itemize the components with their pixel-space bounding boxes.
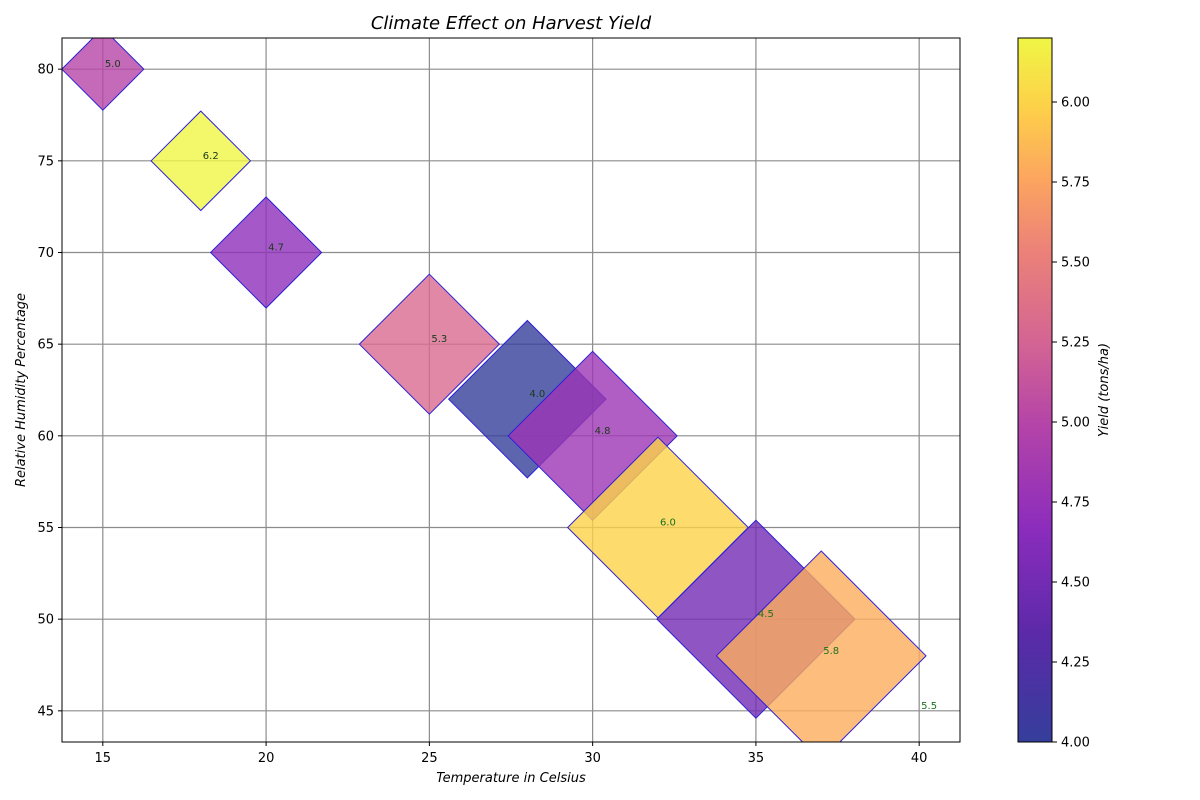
colorbar-ticks: 4.00 4.25 4.50 4.75 5.00 5.25 5.50 5.75 6.00 [1052,96,1090,751]
x-ticks: 15 20 25 30 35 40 [95,742,928,766]
x-tick-label: 25 [421,751,438,766]
data-label: 6.2 [203,151,219,162]
colorbar-label: Yield (tons/ha) [1097,343,1112,437]
colorbar-tick-label: 5.00 [1061,416,1090,431]
y-tick-label: 50 [37,613,54,628]
plot-frame [61,37,961,743]
y-tick-label: 55 [37,521,54,536]
data-label: 4.8 [595,426,611,437]
y-ticks: 45 50 55 60 65 70 75 80 [37,63,62,719]
y-tick-label: 80 [37,63,54,78]
data-label: 5.0 [105,59,121,70]
scatter-marker [62,38,145,111]
colorbar-tick-label: 5.25 [1061,336,1090,351]
colorbar-tick-label: 4.00 [1061,736,1090,751]
colorbar-tick-label: 4.75 [1061,496,1090,511]
data-label: 5.5 [921,701,937,712]
x-tick-label: 15 [95,751,112,766]
data-label: 6.0 [660,518,676,529]
colorbar [1017,37,1053,743]
colorbar-tick-label: 5.50 [1061,256,1090,271]
scatter-marker [209,196,323,309]
x-axis-label: Temperature in Celsius [436,771,586,786]
x-tick-label: 40 [911,751,928,766]
data-label: 5.8 [823,646,839,657]
y-tick-label: 70 [37,246,54,261]
y-tick-label: 60 [37,429,54,444]
plot-markers [62,38,927,742]
scatter-marker [358,273,501,415]
y-tick-label: 65 [37,338,54,353]
colorbar-tick-label: 4.50 [1061,576,1090,591]
x-tick-label: 35 [748,751,765,766]
data-label: 5.3 [431,334,447,345]
data-labels: 5.0 6.2 4.7 5.3 4.0 4.8 6.0 4.5 5.8 5.5 [105,59,937,712]
data-label: 4.0 [529,389,545,400]
scatter-marker [150,110,252,212]
y-tick-label: 75 [37,154,54,169]
chart-title: Climate Effect on Harvest Yield [371,13,652,34]
colorbar-tick-label: 4.25 [1061,656,1090,671]
data-label: 4.5 [758,609,774,620]
y-axis-label: Relative Humidity Percentage [14,293,29,487]
y-tick-label: 45 [37,704,54,719]
x-tick-label: 30 [584,751,601,766]
data-label: 4.7 [268,243,284,254]
x-tick-label: 20 [258,751,275,766]
colorbar-tick-label: 5.75 [1061,176,1090,191]
colorbar-tick-label: 6.00 [1061,96,1090,111]
scatter-marker [715,550,927,742]
